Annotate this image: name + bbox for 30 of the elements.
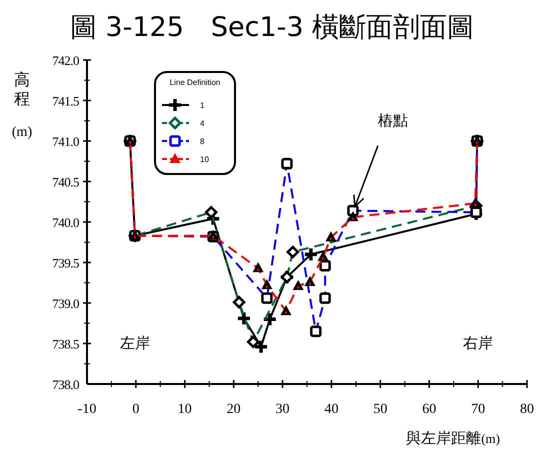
y-tick-label: 739.0 bbox=[52, 296, 79, 311]
y-tick-label: 738.0 bbox=[52, 377, 79, 392]
annotation: 右岸 bbox=[463, 334, 493, 352]
y-tick-label: 739.5 bbox=[52, 256, 79, 270]
x-tick-label: 80 bbox=[520, 402, 534, 417]
x-tick-label: -10 bbox=[78, 402, 96, 417]
x-tick-label: 70 bbox=[471, 402, 486, 417]
legend-label: 10 bbox=[200, 155, 210, 164]
x-tick-label: 10 bbox=[178, 402, 192, 417]
annotation: 樁點 bbox=[378, 112, 408, 130]
x-tick-label: 30 bbox=[276, 402, 290, 417]
ylabel: 高程 (m) bbox=[12, 70, 32, 140]
x-tick-label: 20 bbox=[226, 402, 241, 417]
y-tick-label: 740.5 bbox=[52, 174, 79, 190]
y-tick-label: 738.5 bbox=[52, 336, 79, 352]
chart-title: 圖 3-125 Sec1-3 橫斷面剖面圖 bbox=[70, 12, 474, 43]
x-tick-label: 40 bbox=[324, 402, 338, 417]
y-tick-label: 742.0 bbox=[52, 53, 79, 68]
legend-label: 4 bbox=[200, 119, 205, 128]
x-tick-label: 0 bbox=[132, 402, 140, 417]
x-tick-label: 50 bbox=[373, 402, 388, 417]
x-tick-label: 60 bbox=[422, 402, 436, 417]
y-tick-label: 740.0 bbox=[52, 215, 79, 230]
x-axis-title: 與左岸距離(m) bbox=[406, 429, 500, 447]
legend-title: Line Definition bbox=[170, 78, 220, 87]
y-tick-label: 741.5 bbox=[52, 94, 79, 108]
y-tick-label: 741.0 bbox=[52, 134, 79, 149]
annotation: 左岸 bbox=[120, 334, 150, 352]
legend-label: 8 bbox=[200, 137, 205, 146]
legend-label: 1 bbox=[200, 101, 205, 110]
